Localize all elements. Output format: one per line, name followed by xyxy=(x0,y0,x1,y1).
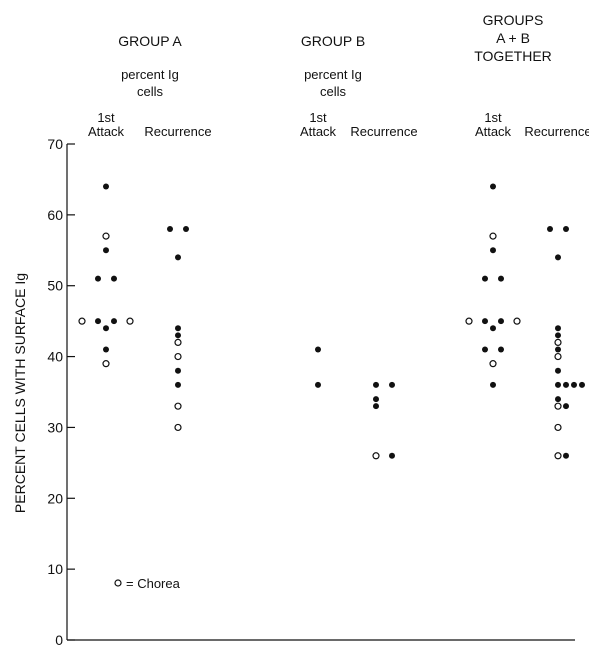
chorea-point xyxy=(174,423,182,432)
data-point xyxy=(555,396,561,403)
data-point xyxy=(373,403,379,410)
y-tick-label: 10 xyxy=(47,561,63,577)
data-point xyxy=(315,381,321,388)
group-subtitle: percent Ig xyxy=(304,67,362,82)
column-label: Attack xyxy=(475,124,512,139)
data-point xyxy=(579,381,585,388)
data-point xyxy=(571,381,577,388)
column-label: Recurrence xyxy=(524,124,589,139)
data-point xyxy=(175,325,181,332)
data-point xyxy=(555,346,561,353)
data-point xyxy=(555,332,561,339)
chorea-point xyxy=(554,402,562,410)
chorea-point xyxy=(513,317,521,325)
data-point xyxy=(103,183,109,190)
data-point xyxy=(175,367,181,374)
data-point xyxy=(103,346,109,353)
chorea-point xyxy=(78,317,86,325)
column-label: 1st xyxy=(97,110,115,125)
data-point xyxy=(373,396,379,403)
group-title: GROUP A xyxy=(118,33,182,49)
data-point xyxy=(498,318,504,325)
chorea-point xyxy=(102,360,110,368)
data-point xyxy=(563,226,569,233)
data-point xyxy=(482,346,488,353)
data-point xyxy=(95,275,101,282)
chart-legend: = Chorea xyxy=(114,576,181,591)
chorea-point xyxy=(126,317,134,325)
group-subtitle: cells xyxy=(320,84,347,99)
group-subtitle: percent Ig xyxy=(121,67,179,82)
column-label: 1st xyxy=(309,110,327,125)
data-point xyxy=(498,275,504,282)
data-point xyxy=(563,381,569,388)
data-point xyxy=(103,325,109,332)
data-point xyxy=(563,403,569,410)
y-tick-label: 40 xyxy=(47,349,63,365)
data-point xyxy=(555,367,561,374)
data-point xyxy=(373,381,379,388)
chorea-point xyxy=(174,402,182,410)
data-point xyxy=(547,226,553,233)
y-tick-label: 60 xyxy=(47,207,63,223)
data-point xyxy=(389,381,395,388)
chorea-point xyxy=(554,423,562,432)
group-title: A + B xyxy=(496,30,530,46)
data-point xyxy=(111,275,117,282)
column-label: 1st xyxy=(484,110,502,125)
group-title: GROUPS xyxy=(483,12,544,28)
data-point xyxy=(111,318,117,325)
chorea-point xyxy=(372,452,380,460)
column-label: Recurrence xyxy=(144,124,211,139)
data-point xyxy=(555,325,561,332)
data-point xyxy=(490,381,496,388)
chorea-point xyxy=(465,317,473,325)
column-label: Attack xyxy=(300,124,337,139)
chorea-point xyxy=(174,338,182,346)
data-points xyxy=(78,183,585,460)
group-headers: GROUP A percent Ig cells GROUP B percent Ig c… xyxy=(118,12,552,99)
chorea-point xyxy=(554,352,562,361)
y-tick-label: 70 xyxy=(47,136,63,152)
data-point xyxy=(490,325,496,332)
data-point xyxy=(563,452,569,459)
chorea-point xyxy=(554,338,562,346)
chorea-point xyxy=(174,352,182,361)
chorea-point xyxy=(489,360,497,368)
chorea-point xyxy=(554,452,562,460)
group-title: GROUP B xyxy=(301,33,365,49)
chorea-point xyxy=(102,232,110,240)
data-point xyxy=(482,275,488,282)
data-point xyxy=(167,226,173,233)
y-tick-label: 20 xyxy=(47,490,63,506)
data-point xyxy=(175,332,181,339)
column-label: Attack xyxy=(88,124,125,139)
y-axis-title: PERCENT CELLS WITH SURFACE Ig xyxy=(12,273,28,513)
data-point xyxy=(175,254,181,261)
data-point xyxy=(389,452,395,459)
data-point xyxy=(482,318,488,325)
data-point xyxy=(95,318,101,325)
data-point xyxy=(490,183,496,190)
y-tick-label: 50 xyxy=(47,278,63,294)
group-subtitle: cells xyxy=(137,84,164,99)
y-tick-label: 30 xyxy=(47,419,63,435)
legend-chorea-marker xyxy=(114,579,122,587)
column-label: Recurrence xyxy=(350,124,417,139)
data-point xyxy=(498,346,504,353)
chart-axes: 0 10 20 30 40 50 60 70 xyxy=(47,136,575,645)
data-point xyxy=(315,346,321,353)
y-tick-label: 0 xyxy=(55,632,63,645)
data-point xyxy=(490,247,496,254)
data-point xyxy=(175,381,181,388)
legend-label: = Chorea xyxy=(126,576,181,591)
group-title: TOGETHER xyxy=(474,48,552,64)
data-point xyxy=(555,254,561,261)
chorea-point xyxy=(489,232,497,240)
data-point xyxy=(103,247,109,254)
data-point xyxy=(555,381,561,388)
data-point xyxy=(183,226,189,233)
